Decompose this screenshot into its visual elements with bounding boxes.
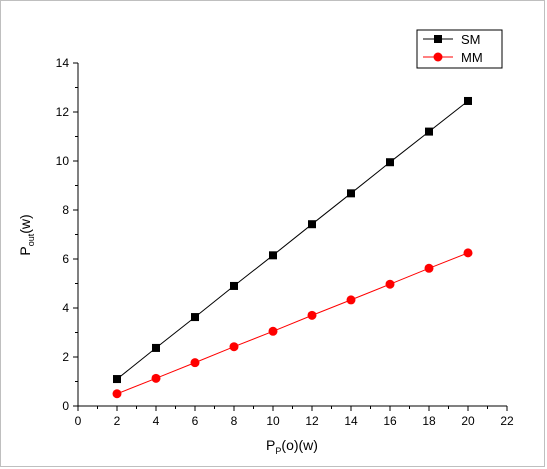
data-point-sm — [113, 375, 121, 384]
x-tick-label: 6 — [192, 414, 199, 428]
y-tick-label: 0 — [62, 399, 69, 413]
y-tick-label: 12 — [56, 105, 70, 119]
series-line-mm — [116, 252, 469, 395]
x-tick-label: 16 — [383, 414, 397, 428]
data-point-mm — [424, 263, 434, 273]
axes: 0 2 4 6 8 10 12 14 16 18 20 22 0 2 4 6 8 10 12 14 — [56, 56, 514, 428]
data-point-mm — [151, 373, 161, 383]
data-point-mm — [463, 248, 473, 258]
y-tick-label: 8 — [62, 203, 69, 217]
data-point-mm — [112, 389, 122, 399]
x-tick-label: 20 — [461, 414, 475, 428]
x-tick-label: 12 — [305, 414, 319, 428]
data-point-sm — [464, 96, 472, 105]
y-axis-label-main: P — [17, 246, 33, 255]
data-point-mm — [268, 326, 278, 336]
x-axis-label-main: P — [266, 437, 275, 453]
x-tick-label: 8 — [231, 414, 238, 428]
data-point-sm — [308, 220, 316, 229]
data-point-sm — [230, 281, 238, 290]
x-tick-label: 22 — [500, 414, 514, 428]
y-axis-label-rest: (w) — [17, 214, 33, 233]
legend-label-mm: MM — [461, 50, 483, 65]
data-point-sm — [269, 251, 277, 260]
y-tick-label: 4 — [62, 301, 69, 315]
data-point-sm — [425, 127, 433, 136]
y-tick-label: 6 — [62, 252, 69, 266]
legend-marker-mm — [433, 52, 443, 62]
data-point-mm — [307, 310, 317, 320]
y-tick-label: 2 — [62, 350, 69, 364]
legend-label-sm: SM — [461, 32, 481, 47]
y-axis-label-sub: out — [26, 233, 36, 246]
x-tick-label: 14 — [344, 414, 358, 428]
x-tick-label: 4 — [153, 414, 160, 428]
x-tick-label: 10 — [266, 414, 280, 428]
legend: SM MM — [416, 29, 503, 69]
y-tick-label: 14 — [56, 56, 70, 70]
plot-area — [112, 96, 473, 399]
data-point-mm — [346, 295, 356, 305]
data-point-mm — [385, 279, 395, 289]
data-point-sm — [386, 158, 394, 167]
series-line-sm — [116, 100, 469, 380]
legend-marker-sm — [434, 35, 442, 43]
x-axis-label-sub: P — [275, 446, 281, 456]
data-point-mm — [229, 342, 239, 352]
x-tick-label: 2 — [114, 414, 121, 428]
legend-box — [416, 29, 503, 69]
x-axis-label-rest: (o)(w) — [281, 437, 318, 453]
data-point-mm — [190, 358, 200, 368]
data-point-sm — [191, 313, 199, 322]
x-tick-label: 18 — [422, 414, 436, 428]
x-tick-label: 0 — [75, 414, 82, 428]
y-tick-label: 10 — [56, 154, 70, 168]
data-point-sm — [347, 189, 355, 198]
data-point-sm — [152, 343, 160, 352]
y-axis-label: Pout(w) — [17, 214, 36, 255]
x-axis-label: PP(o)(w) — [266, 437, 318, 456]
